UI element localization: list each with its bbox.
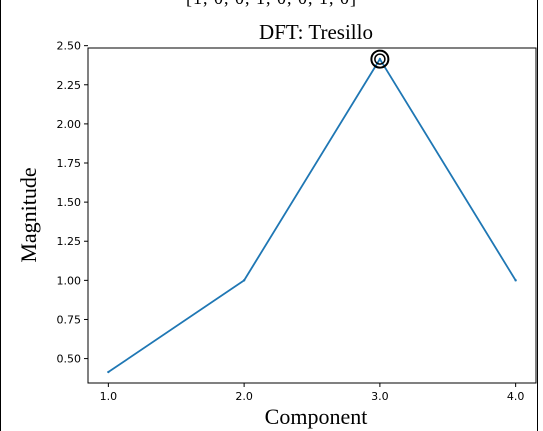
series-layer bbox=[107, 57, 517, 374]
marker-layer bbox=[370, 49, 390, 69]
clipped-header-strip: [1, 0, 0, 1, 0, 0, 1, 0] bbox=[0, 0, 543, 8]
y-tick-label: 0.75 bbox=[57, 313, 82, 326]
x-tick-label: 3.0 bbox=[371, 390, 389, 403]
frame-right-border bbox=[537, 0, 538, 431]
series-line bbox=[107, 57, 517, 373]
y-tick-label: 1.50 bbox=[57, 196, 82, 209]
y-tick-label: 2.25 bbox=[57, 79, 82, 92]
data-point bbox=[242, 279, 246, 282]
x-axis: 1.0 2.0 3.0 4.0 bbox=[100, 383, 525, 403]
data-point bbox=[107, 370, 110, 374]
data-point bbox=[514, 279, 517, 282]
x-axis-label: Component bbox=[265, 404, 368, 429]
y-tick-label: 1.75 bbox=[57, 157, 82, 170]
x-tick-label: 1.0 bbox=[100, 390, 118, 403]
y-tick-label: 2.50 bbox=[57, 40, 82, 53]
plot-area-frame bbox=[87, 47, 537, 384]
x-tick-label: 4.0 bbox=[507, 390, 525, 403]
y-axis: 0.50 0.75 1.00 1.25 1.50 1.75 2.00 2.25 2.50 bbox=[57, 40, 88, 366]
chart-title: DFT: Tresillo bbox=[259, 20, 373, 44]
y-tick-label: 1.25 bbox=[57, 235, 82, 248]
clipped-header-text: [1, 0, 0, 1, 0, 0, 1, 0] bbox=[0, 0, 543, 8]
y-tick-label: 1.00 bbox=[57, 274, 82, 287]
y-axis-label: Magnitude bbox=[16, 167, 41, 262]
x-tick-label: 2.0 bbox=[235, 390, 253, 403]
frame-left-border bbox=[0, 0, 1, 431]
y-tick-label: 2.00 bbox=[57, 118, 82, 131]
data-point bbox=[378, 57, 382, 61]
peak-marker-outer-ring bbox=[370, 49, 390, 69]
y-tick-label: 0.50 bbox=[57, 353, 82, 366]
peak-marker-inner-ring bbox=[374, 53, 386, 65]
